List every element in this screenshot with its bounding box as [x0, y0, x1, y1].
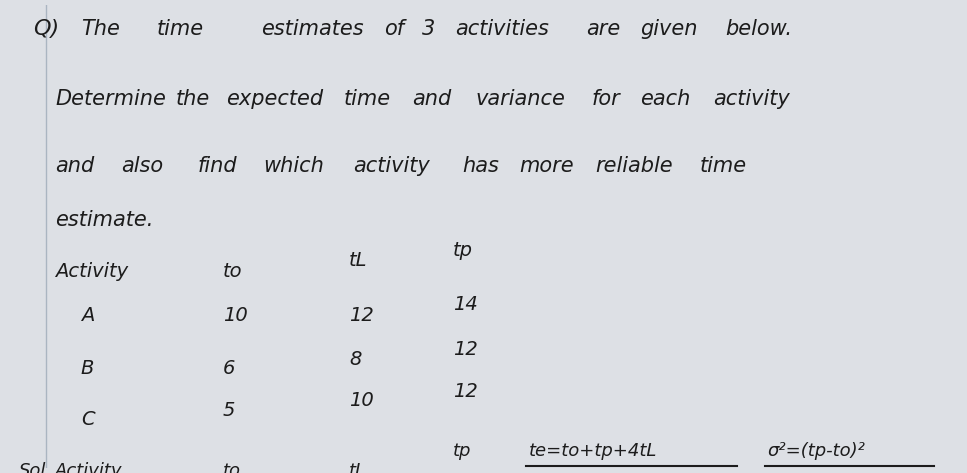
Text: tL: tL	[349, 462, 366, 473]
Text: to: to	[223, 462, 241, 473]
Text: 12: 12	[454, 341, 478, 359]
Text: estimate.: estimate.	[55, 210, 154, 229]
Text: reliable: reliable	[596, 156, 673, 176]
Text: σ²=(tp-to)²: σ²=(tp-to)²	[768, 442, 865, 460]
Text: activity: activity	[713, 89, 790, 109]
Text: The: The	[81, 19, 120, 40]
Text: tL: tL	[349, 251, 367, 270]
Text: 6: 6	[223, 359, 235, 378]
Text: 3: 3	[422, 19, 435, 40]
Text: Q): Q)	[34, 19, 60, 40]
Text: A: A	[81, 307, 94, 325]
Text: also: also	[122, 156, 163, 176]
Text: each: each	[640, 89, 690, 109]
Text: and: and	[55, 156, 95, 176]
Text: find: find	[197, 156, 237, 176]
Text: are: are	[586, 19, 620, 40]
Text: 12: 12	[349, 307, 373, 325]
Text: estimates: estimates	[261, 19, 364, 40]
Text: the: the	[176, 89, 210, 109]
Text: time: time	[699, 156, 747, 176]
Text: activities: activities	[455, 19, 549, 40]
Text: variance: variance	[476, 89, 566, 109]
Text: 14: 14	[454, 295, 478, 315]
Text: Sol: Sol	[19, 462, 46, 473]
Text: Activity: Activity	[55, 462, 123, 473]
Text: 10: 10	[349, 391, 373, 411]
Text: Activity: Activity	[55, 262, 129, 280]
Text: expected: expected	[225, 89, 323, 109]
Text: time: time	[157, 19, 204, 40]
Text: which: which	[264, 156, 325, 176]
Text: te=to+tp+4tL: te=to+tp+4tL	[529, 442, 658, 460]
Text: more: more	[519, 156, 574, 176]
Text: tp: tp	[454, 241, 473, 260]
Text: C: C	[81, 410, 95, 429]
Text: time: time	[343, 89, 391, 109]
Text: 5: 5	[223, 401, 235, 420]
Text: tp: tp	[454, 442, 472, 460]
Text: of: of	[384, 19, 404, 40]
Text: Determine: Determine	[55, 89, 166, 109]
Text: below.: below.	[725, 19, 792, 40]
Text: has: has	[462, 156, 500, 176]
Text: 8: 8	[349, 350, 362, 368]
Text: 12: 12	[454, 382, 478, 401]
Text: 10: 10	[223, 307, 248, 325]
Text: to: to	[223, 262, 243, 280]
Text: activity: activity	[353, 156, 429, 176]
Text: and: and	[413, 89, 452, 109]
Text: given: given	[640, 19, 697, 40]
Text: for: for	[592, 89, 620, 109]
Text: B: B	[81, 359, 94, 378]
